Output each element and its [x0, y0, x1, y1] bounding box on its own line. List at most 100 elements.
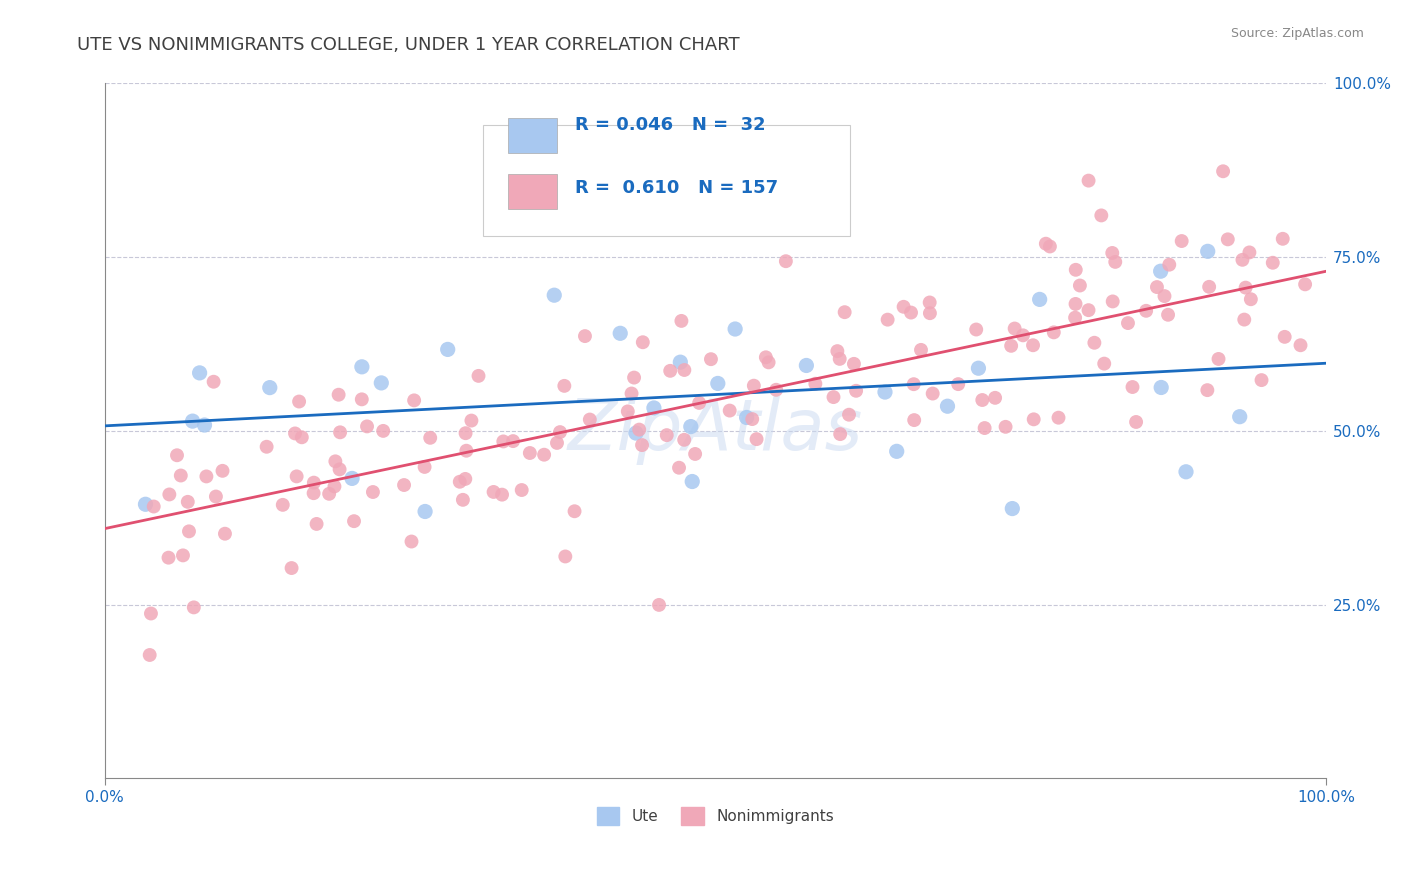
Point [1234, 280, 1257, 294]
Point [1022, 338, 1045, 352]
Point [139, 607, 162, 621]
Point [1271, 232, 1294, 246]
Point [876, 312, 898, 326]
Point [1077, 303, 1099, 318]
Point [329, 462, 352, 476]
Point [404, 393, 426, 408]
Legend: Ute, Nonimmigrants: Ute, Nonimmigrants [589, 799, 842, 833]
Point [1175, 465, 1198, 479]
Point [707, 376, 730, 391]
Point [202, 375, 225, 389]
Point [1028, 293, 1050, 307]
Point [921, 386, 943, 401]
Point [648, 598, 671, 612]
Text: ZipAtlas: ZipAtlas [568, 396, 863, 466]
Point [350, 359, 373, 374]
Point [965, 322, 987, 336]
Point [533, 448, 555, 462]
Point [669, 355, 692, 369]
Point [491, 488, 513, 502]
Point [735, 410, 758, 425]
Point [1101, 294, 1123, 309]
Point [157, 550, 180, 565]
Point [574, 329, 596, 343]
Point [1157, 308, 1180, 322]
Point [886, 444, 908, 458]
Point [195, 469, 218, 483]
Point [936, 399, 959, 413]
Point [724, 322, 747, 336]
Point [620, 386, 643, 401]
Point [1239, 245, 1261, 260]
Point [546, 436, 568, 450]
Point [449, 475, 471, 489]
Point [142, 500, 165, 514]
Point [343, 514, 366, 528]
Point [830, 427, 852, 442]
Point [1116, 316, 1139, 330]
Text: R =  0.610   N = 157: R = 0.610 N = 157 [575, 178, 778, 196]
Point [1294, 277, 1316, 292]
Point [177, 524, 200, 539]
Point [543, 288, 565, 302]
Point [918, 306, 941, 320]
Point [804, 376, 827, 391]
Point [683, 447, 706, 461]
Point [1159, 258, 1181, 272]
Point [628, 423, 651, 437]
Point [291, 430, 314, 444]
Point [994, 420, 1017, 434]
Point [350, 392, 373, 407]
Point [688, 396, 710, 410]
Point [655, 428, 678, 442]
Point [1197, 383, 1219, 397]
Point [271, 498, 294, 512]
Point [392, 478, 415, 492]
Point [1083, 335, 1105, 350]
Point [1022, 412, 1045, 426]
Point [305, 516, 328, 531]
Point [460, 413, 482, 427]
Point [1146, 280, 1168, 294]
Point [1150, 264, 1173, 278]
Point [419, 431, 441, 445]
Text: UTE VS NONIMMIGRANTS COLLEGE, UNDER 1 YEAR CORRELATION CHART: UTE VS NONIMMIGRANTS COLLEGE, UNDER 1 YE… [77, 36, 740, 54]
Point [742, 378, 765, 392]
Point [170, 468, 193, 483]
Point [373, 424, 395, 438]
Point [451, 492, 474, 507]
Point [401, 534, 423, 549]
Bar [508, 174, 557, 209]
Point [1064, 310, 1087, 325]
Point [623, 370, 645, 384]
Point [718, 403, 741, 417]
Point [617, 404, 640, 418]
Point [681, 475, 703, 489]
Point [454, 472, 477, 486]
Point [1001, 501, 1024, 516]
Point [172, 549, 194, 563]
Point [1198, 280, 1220, 294]
Point [631, 335, 654, 350]
Point [356, 419, 378, 434]
Point [1274, 330, 1296, 344]
Point [454, 426, 477, 441]
Point [259, 381, 281, 395]
Point [329, 425, 352, 440]
Point [413, 459, 436, 474]
Point [659, 364, 682, 378]
Point [910, 343, 932, 357]
Point [1197, 244, 1219, 259]
Point [510, 483, 533, 497]
Point [183, 600, 205, 615]
Point [177, 495, 200, 509]
Point [1212, 164, 1234, 178]
Point [482, 485, 505, 500]
Point [323, 479, 346, 493]
Point [214, 526, 236, 541]
Point [328, 388, 350, 402]
Point [873, 385, 896, 400]
Point [1077, 173, 1099, 187]
Point [318, 487, 340, 501]
Point [285, 469, 308, 483]
